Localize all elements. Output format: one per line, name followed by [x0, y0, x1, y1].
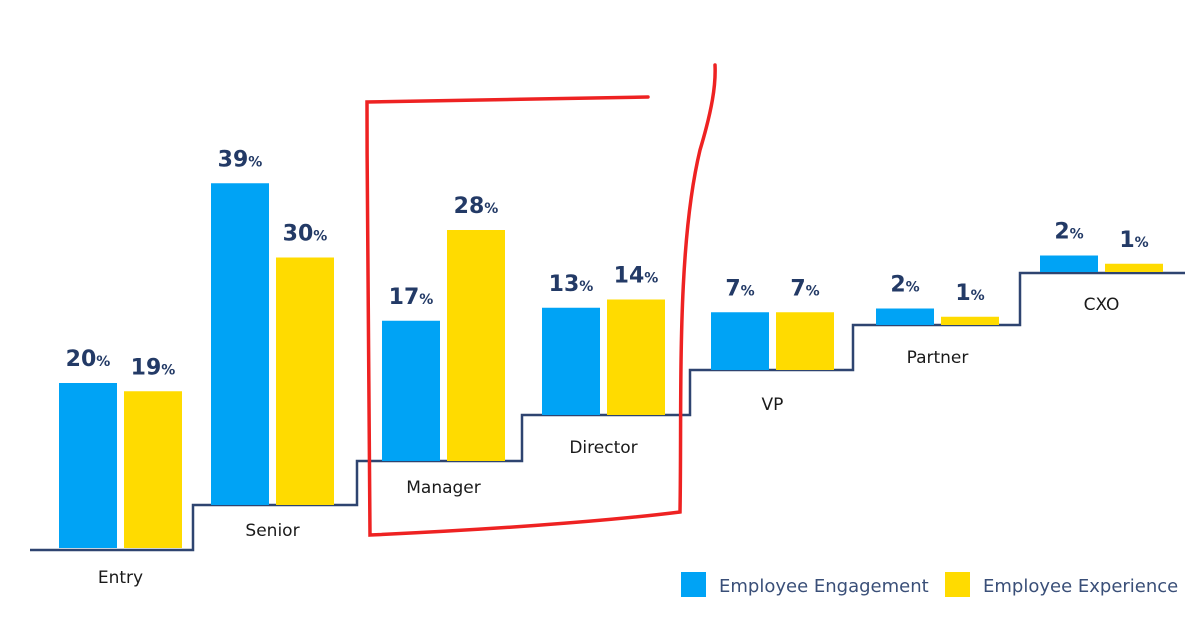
- data-label: 28%: [454, 194, 499, 219]
- bar-senior-engagement: [211, 183, 269, 505]
- bar-director-engagement: [542, 307, 600, 415]
- data-label: 39%: [218, 147, 263, 172]
- data-label: 20%: [66, 347, 111, 372]
- bar-senior-experience: [276, 257, 334, 505]
- bar-vp-engagement: [711, 312, 769, 370]
- data-label: 1%: [1119, 228, 1148, 253]
- legend-swatch: [681, 572, 706, 597]
- data-label: 14%: [614, 264, 659, 289]
- data-label: 13%: [549, 272, 594, 297]
- category-label: Entry: [98, 568, 143, 588]
- bar-entry-experience: [124, 391, 182, 548]
- data-label: 19%: [131, 355, 176, 380]
- category-label: Manager: [406, 478, 481, 498]
- legend-label: Employee Experience: [983, 576, 1178, 597]
- legend-label: Employee Engagement: [719, 576, 929, 597]
- category-label: Director: [569, 438, 637, 458]
- bar-partner-engagement: [876, 308, 934, 325]
- category-label: Partner: [907, 348, 969, 368]
- bar-vp-experience: [776, 312, 834, 370]
- legend-swatch: [945, 572, 970, 597]
- data-label: 30%: [283, 222, 328, 247]
- category-label: CXO: [1084, 295, 1120, 315]
- bar-entry-engagement: [59, 383, 117, 548]
- data-label: 2%: [890, 273, 919, 298]
- data-label: 2%: [1054, 220, 1083, 245]
- bar-director-experience: [607, 299, 665, 415]
- data-label: 17%: [389, 285, 434, 310]
- data-label: 1%: [955, 281, 984, 306]
- data-label: 7%: [725, 276, 754, 301]
- bar-cxo-engagement: [1040, 255, 1098, 272]
- category-label: Senior: [245, 521, 299, 541]
- bar-manager-experience: [447, 230, 505, 461]
- data-label: 7%: [790, 276, 819, 301]
- highlight-box: [365, 63, 717, 537]
- bar-manager-engagement: [382, 320, 440, 461]
- bar-partner-experience: [941, 316, 999, 325]
- category-label: VP: [762, 395, 784, 415]
- bar-cxo-experience: [1105, 263, 1163, 272]
